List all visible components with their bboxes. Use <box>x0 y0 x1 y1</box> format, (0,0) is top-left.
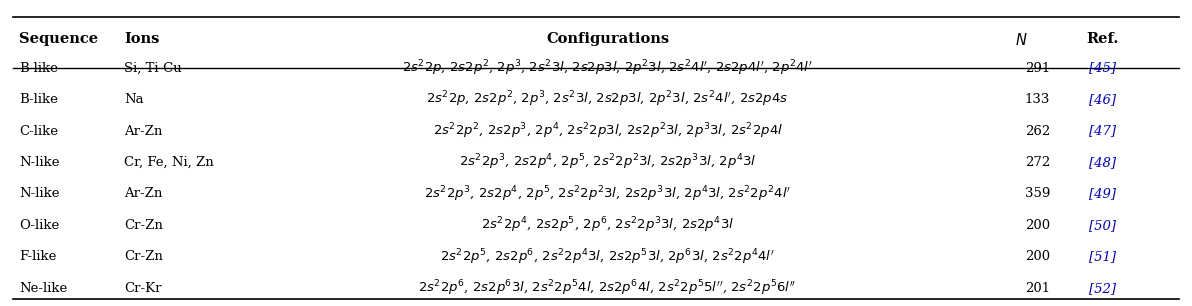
Text: [48]: [48] <box>1089 156 1117 169</box>
Text: $2s^{2}2p^{6}$, $2s2p^{6}3l$, $2s^{2}2p^{5}4l$, $2s2p^{6}4l$, $2s^{2}2p^{5}5l''$: $2s^{2}2p^{6}$, $2s2p^{6}3l$, $2s^{2}2p^… <box>418 278 796 298</box>
Text: F-like: F-like <box>19 250 56 263</box>
Text: $2s^{2}2p$, $2s2p^{2}$, $2p^{3}$, $2s^{2}3l$, $2s2p3l$, $2p^{2}3l$, $2s^{2}4l'$,: $2s^{2}2p$, $2s2p^{2}$, $2p^{3}$, $2s^{2… <box>427 90 789 109</box>
Text: 272: 272 <box>1025 156 1050 169</box>
Text: Ar-Zn: Ar-Zn <box>124 188 162 200</box>
Text: $2s^{2}2p^{3}$, $2s2p^{4}$, $2p^{5}$, $2s^{2}2p^{2}3l$, $2s2p^{3}3l$, $2p^{4}3l$: $2s^{2}2p^{3}$, $2s2p^{4}$, $2p^{5}$, $2… <box>459 153 757 172</box>
Text: Ne-like: Ne-like <box>19 282 68 295</box>
Text: 359: 359 <box>1025 188 1050 200</box>
Text: [50]: [50] <box>1089 219 1117 232</box>
Text: 291: 291 <box>1025 62 1050 75</box>
Text: 133: 133 <box>1025 93 1050 106</box>
Text: Ref.: Ref. <box>1087 32 1119 46</box>
Text: Configurations: Configurations <box>546 32 669 46</box>
Text: 201: 201 <box>1025 282 1050 295</box>
Text: [52]: [52] <box>1089 282 1117 295</box>
Text: B-like: B-like <box>19 93 58 106</box>
Text: Cr-Zn: Cr-Zn <box>124 250 163 263</box>
Text: Cr, Fe, Ni, Zn: Cr, Fe, Ni, Zn <box>124 156 213 169</box>
Text: 262: 262 <box>1025 125 1050 137</box>
Text: $\mathit{N}$: $\mathit{N}$ <box>1016 32 1028 48</box>
Text: 200: 200 <box>1025 250 1050 263</box>
Text: [46]: [46] <box>1089 93 1117 106</box>
Text: Ions: Ions <box>124 32 160 46</box>
Text: Cr-Zn: Cr-Zn <box>124 219 163 232</box>
Text: [51]: [51] <box>1089 250 1117 263</box>
Text: [49]: [49] <box>1089 188 1117 200</box>
Text: B-like: B-like <box>19 62 58 75</box>
Text: [45]: [45] <box>1089 62 1117 75</box>
Text: 200: 200 <box>1025 219 1050 232</box>
Text: $2s^{2}2p^{2}$, $2s2p^{3}$, $2p^{4}$, $2s^{2}2p3l$, $2s2p^{2}3l$, $2p^{3}3l$, $2: $2s^{2}2p^{2}$, $2s2p^{3}$, $2p^{4}$, $2… <box>433 121 783 141</box>
Text: $2s^{2}2p^{3}$, $2s2p^{4}$, $2p^{5}$, $2s^{2}2p^{2}3l$, $2s2p^{3}3l$, $2p^{4}3l$: $2s^{2}2p^{3}$, $2s2p^{4}$, $2p^{5}$, $2… <box>424 184 791 204</box>
Text: N-like: N-like <box>19 156 60 169</box>
Text: $2s^{2}2p^{4}$, $2s2p^{5}$, $2p^{6}$, $2s^{2}2p^{3}3l$, $2s2p^{4}3l$: $2s^{2}2p^{4}$, $2s2p^{5}$, $2p^{6}$, $2… <box>482 216 734 235</box>
Text: C-like: C-like <box>19 125 58 137</box>
Text: Cr-Kr: Cr-Kr <box>124 282 162 295</box>
Text: O-like: O-like <box>19 219 60 232</box>
Text: Sequence: Sequence <box>19 32 99 46</box>
Text: $2s^{2}2p$, $2s2p^{2}$, $2p^{3}$, $2s^{2}3l$, $2s2p3l$, $2p^{2}3l$, $2s^{2}4l'$,: $2s^{2}2p$, $2s2p^{2}$, $2p^{3}$, $2s^{2… <box>402 58 813 78</box>
Text: Ar-Zn: Ar-Zn <box>124 125 162 137</box>
Text: $2s^{2}2p^{5}$, $2s2p^{6}$, $2s^{2}2p^{4}3l$, $2s2p^{5}3l$, $2p^{6}3l$, $2s^{2}2: $2s^{2}2p^{5}$, $2s2p^{6}$, $2s^{2}2p^{4… <box>440 247 775 267</box>
Text: [47]: [47] <box>1089 125 1117 137</box>
Text: N-like: N-like <box>19 188 60 200</box>
Text: Na: Na <box>124 93 144 106</box>
Text: Si, Ti-Cu: Si, Ti-Cu <box>124 62 182 75</box>
